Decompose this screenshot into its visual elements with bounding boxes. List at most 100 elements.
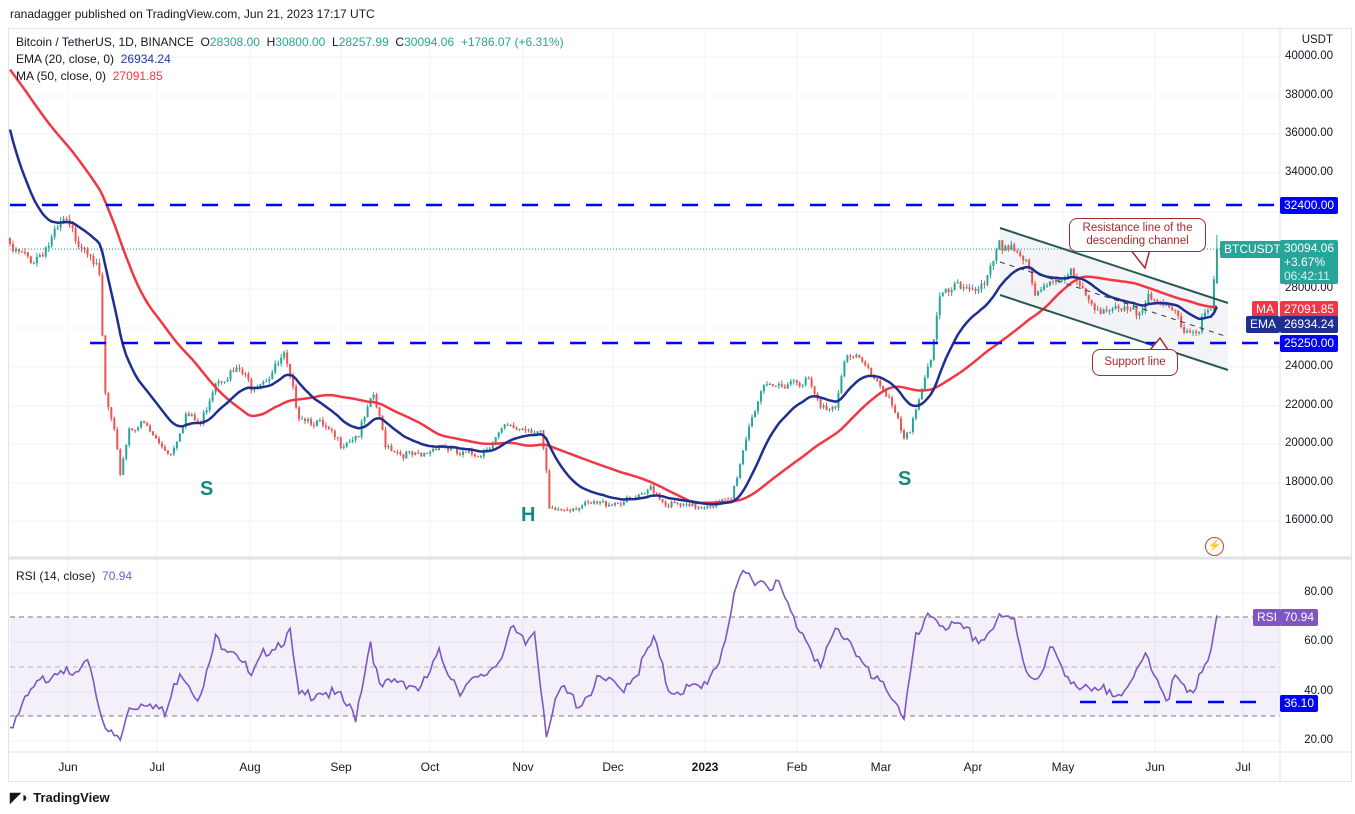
symbol-title: Bitcoin / TetherUS, 1D, BINANCE [16, 35, 194, 49]
candle-body [494, 437, 497, 444]
open-value: 28308.00 [209, 35, 260, 49]
candle-body [1013, 244, 1016, 252]
candle-body [667, 505, 670, 507]
candle-body [739, 464, 742, 479]
legend-ema[interactable]: EMA (20, close, 0) 26934.24 [16, 51, 171, 68]
candle-body [825, 405, 828, 410]
candle-body [1209, 309, 1212, 311]
rsi-line [9, 569, 1218, 742]
legend-ma[interactable]: MA (50, close, 0) 27091.85 [16, 68, 163, 85]
legend-rsi[interactable]: RSI (14, close) 70.94 [16, 568, 132, 585]
candle-body [41, 255, 44, 257]
candle-body [417, 452, 420, 454]
candle-body [554, 507, 557, 511]
candle-body [399, 452, 402, 455]
channel-upper-line [999, 227, 1229, 304]
candle-body [223, 381, 226, 383]
candle-body [905, 432, 908, 439]
candle-body [1215, 248, 1218, 284]
candle-body [345, 442, 348, 447]
candle-body [670, 501, 673, 507]
candle-body [1189, 330, 1192, 333]
candle-body [968, 287, 971, 290]
legend-main: Bitcoin / TetherUS, 1D, BINANCE O28308.0… [16, 34, 564, 51]
candle-body [908, 431, 911, 433]
candle-body [232, 370, 235, 372]
candle-body [432, 448, 435, 452]
high-value: 30800.00 [275, 35, 326, 49]
candle-body [107, 393, 110, 408]
candle-body [354, 436, 357, 440]
candle-body [298, 407, 301, 420]
candle-body [989, 266, 992, 276]
candle-body [172, 448, 175, 454]
candle-body [1001, 240, 1004, 251]
candle-body [476, 456, 479, 458]
candle-body [1057, 279, 1060, 282]
ma-badge: 27091.85 [1280, 301, 1339, 318]
candle-body [1096, 309, 1099, 311]
candle-body [962, 287, 965, 289]
candle-body [804, 378, 807, 386]
candle-body [226, 379, 229, 382]
candle-body [509, 424, 512, 426]
candle-body [426, 452, 429, 454]
candle-body [637, 494, 640, 498]
symbol-badge: BTCUSDT [1220, 241, 1285, 258]
candle-body [616, 502, 619, 504]
candle-body [211, 392, 214, 401]
candle-body [607, 504, 610, 507]
candle-body [581, 505, 584, 509]
candle-body [1063, 278, 1066, 281]
candle-body [44, 247, 47, 257]
candle-body [208, 400, 211, 411]
candle-body [447, 447, 450, 451]
candle-body [807, 378, 810, 380]
candle-body [158, 438, 160, 444]
candle-body [1195, 331, 1198, 334]
candle-body [137, 427, 140, 431]
candle-body [774, 385, 777, 387]
candle-body [1069, 268, 1072, 276]
candle-body [414, 452, 417, 455]
time-tick: 2023 [691, 760, 719, 774]
candle-body [50, 236, 53, 246]
candle-body [1186, 330, 1189, 333]
ma-50-line [8, 68, 1218, 505]
candle-body [318, 419, 321, 421]
candle-body [694, 503, 697, 509]
candle-body [1007, 245, 1010, 250]
lightning-icon[interactable]: ⚡ [1205, 537, 1224, 556]
candle-body [1206, 310, 1209, 313]
candle-body [709, 506, 712, 508]
candle-body [125, 444, 128, 459]
change-value: +1786.07 (+6.31%) [460, 35, 564, 49]
support-note: Support line [1092, 349, 1178, 376]
candle-body [605, 501, 607, 507]
candle-body [929, 359, 932, 367]
candle-body [1099, 309, 1102, 314]
candle-body [295, 386, 298, 408]
candle-body [697, 507, 700, 509]
candle-body [1090, 299, 1093, 304]
resistance-note: Resistance line of the descending channe… [1069, 218, 1206, 252]
rsi-tag: RSI [1253, 609, 1282, 626]
candle-body [479, 456, 482, 458]
candle-body [235, 367, 238, 372]
close-value: 30094.06 [404, 35, 455, 49]
candle-body [217, 381, 220, 384]
candle-body [35, 257, 38, 264]
candle-body [733, 486, 736, 500]
time-tick: Mar [870, 760, 892, 774]
candle-body [956, 282, 959, 284]
candle-body [986, 275, 989, 285]
candle-body [900, 418, 903, 431]
candle-body [20, 251, 23, 253]
candle-body [152, 431, 155, 436]
candle-body [122, 458, 125, 475]
tradingview-logo[interactable]: ◤◗ TradingView [10, 789, 110, 806]
support-level-badge: 25250.00 [1280, 335, 1339, 352]
candle-body [271, 372, 274, 380]
candle-body [1183, 327, 1186, 333]
